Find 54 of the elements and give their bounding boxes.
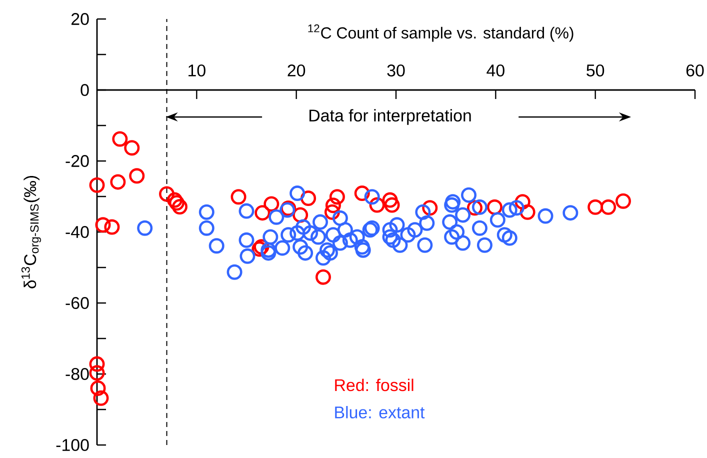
point <box>486 199 502 215</box>
x-axis-title: $^{12}$C Count of sample vs. standard (%) <box>308 24 574 42</box>
point <box>129 168 145 184</box>
y-axis-title: δ$^{13}$C$_{org-SIMS}$(‰) <box>21 176 42 288</box>
point <box>124 140 140 156</box>
point <box>354 186 370 202</box>
x-tick-label: 30 <box>387 64 405 76</box>
point <box>112 131 128 147</box>
point <box>315 269 331 285</box>
point <box>104 219 120 235</box>
point <box>89 365 105 381</box>
point <box>384 197 400 213</box>
point <box>264 196 280 212</box>
point <box>422 200 438 216</box>
point <box>292 207 308 223</box>
point <box>466 200 482 216</box>
y-tick-label: -40 <box>66 226 89 238</box>
x-tick-label: 40 <box>486 64 504 76</box>
y-tick-label: 20 <box>72 12 89 25</box>
y-tick-label: -60 <box>66 297 89 309</box>
y-tick-label: 0 <box>80 84 89 96</box>
y-tick-label: -80 <box>66 368 89 380</box>
x-tick-label: 50 <box>586 64 604 76</box>
point <box>166 192 182 208</box>
point <box>329 189 345 205</box>
point <box>369 197 385 213</box>
point <box>89 356 105 372</box>
point <box>159 186 175 202</box>
point <box>172 199 188 215</box>
point <box>95 217 111 233</box>
point <box>600 199 616 215</box>
x-tick-label: 20 <box>288 64 306 76</box>
y-tick-label: -20 <box>66 155 89 167</box>
point <box>514 194 530 210</box>
annotation: Blue: extant <box>335 406 425 418</box>
annotation: Red: fossil <box>335 378 414 392</box>
x-tick-label: 60 <box>686 64 704 76</box>
point <box>324 204 340 220</box>
point <box>254 205 270 221</box>
point <box>615 193 631 209</box>
point <box>93 390 109 406</box>
point <box>382 192 398 208</box>
point <box>325 198 341 214</box>
point <box>89 177 105 193</box>
point <box>110 174 126 190</box>
annotation: Data for interpretation <box>310 109 471 125</box>
point <box>588 199 604 215</box>
point <box>520 204 536 220</box>
x-tick-label: 10 <box>188 64 206 76</box>
point <box>90 380 106 396</box>
y-tick-label: -100 <box>56 439 89 451</box>
point <box>230 189 246 205</box>
point <box>168 195 184 211</box>
point <box>300 190 316 206</box>
